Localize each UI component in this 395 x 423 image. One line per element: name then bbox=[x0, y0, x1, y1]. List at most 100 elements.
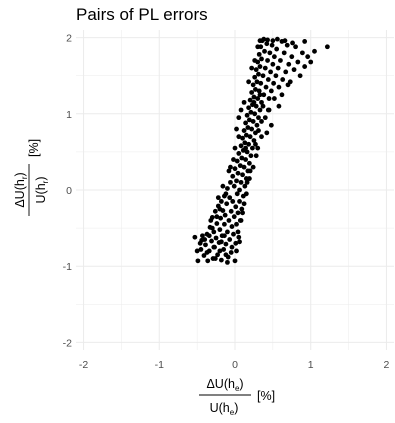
scatter-point bbox=[257, 38, 263, 44]
scatter-point bbox=[270, 38, 276, 44]
scatter-point bbox=[241, 128, 247, 133]
scatter-point bbox=[280, 77, 286, 82]
scatter-point bbox=[228, 179, 233, 185]
scatter-point bbox=[218, 199, 224, 204]
scatter-point bbox=[226, 218, 232, 223]
scatter-point bbox=[259, 134, 264, 140]
scatter-point bbox=[240, 135, 245, 141]
scatter-point bbox=[235, 170, 241, 176]
scatter-point bbox=[235, 210, 241, 216]
scatter-point bbox=[221, 247, 227, 252]
scatter-point bbox=[238, 107, 244, 113]
scatter-point bbox=[238, 218, 244, 223]
scatter-point bbox=[232, 166, 238, 172]
x-axis-label-numerator: ΔU(he) bbox=[206, 377, 243, 393]
scatter-point bbox=[297, 73, 303, 79]
scatter-point bbox=[194, 248, 200, 254]
scatter-point bbox=[234, 178, 239, 184]
scatter-point bbox=[214, 214, 220, 220]
scatter-point bbox=[204, 250, 210, 255]
scatter-point bbox=[243, 191, 249, 197]
scatter-point bbox=[256, 115, 261, 121]
scatter-point bbox=[249, 126, 255, 132]
scatter-point bbox=[250, 119, 256, 124]
scatter-point bbox=[218, 215, 224, 221]
scatter-point bbox=[243, 145, 249, 151]
x-tick-label: -1 bbox=[155, 359, 164, 371]
scatter-point bbox=[250, 82, 256, 88]
scatter-point bbox=[274, 46, 280, 52]
scatter-point bbox=[256, 88, 262, 94]
scatter-point bbox=[248, 109, 254, 115]
scatter-point bbox=[263, 84, 269, 90]
y-axis-label-unit: [%] bbox=[27, 139, 41, 157]
scatter-point bbox=[250, 145, 255, 151]
x-tick-label: 0 bbox=[232, 359, 238, 371]
scatter-point bbox=[237, 239, 242, 245]
scatter-point bbox=[251, 138, 257, 143]
scatter-point bbox=[265, 58, 270, 63]
scatter-point bbox=[229, 244, 235, 250]
scatter-point bbox=[237, 187, 242, 193]
scatter-point bbox=[201, 253, 207, 258]
scatter-point bbox=[246, 176, 252, 181]
scatter-point bbox=[305, 54, 311, 60]
scatter-point bbox=[255, 145, 261, 151]
scatter-point bbox=[242, 183, 248, 189]
scatter-point bbox=[285, 82, 291, 88]
scatter-point bbox=[312, 48, 317, 54]
scatter-point bbox=[226, 168, 232, 174]
scatter-point bbox=[209, 225, 215, 231]
scatter-point bbox=[214, 221, 220, 226]
scatter-point bbox=[265, 77, 271, 82]
scatter-point bbox=[236, 134, 242, 140]
gridlines bbox=[76, 30, 394, 350]
scatter-point bbox=[233, 204, 239, 210]
scatter-point bbox=[257, 64, 263, 69]
scatter-point bbox=[251, 94, 257, 100]
scatter-point bbox=[195, 258, 201, 264]
y-tick-label: 2 bbox=[66, 33, 72, 45]
scatter-point bbox=[260, 73, 266, 79]
y-axis-label-numerator: ΔU(hr) bbox=[13, 172, 29, 207]
scatter-point bbox=[246, 160, 252, 166]
scatter-point bbox=[211, 229, 217, 235]
scatter-point bbox=[270, 61, 276, 67]
scatter-point bbox=[240, 210, 245, 216]
scatter-point bbox=[283, 69, 289, 75]
scatter-point bbox=[291, 67, 297, 73]
scatter-point bbox=[253, 67, 259, 73]
scatter-point bbox=[222, 212, 228, 218]
x-tick-label: 2 bbox=[384, 359, 390, 371]
scatter-point bbox=[247, 168, 253, 174]
scatter-point bbox=[236, 234, 242, 240]
scatter-point bbox=[245, 125, 251, 130]
scatter-point bbox=[231, 231, 236, 237]
scatter-point bbox=[286, 61, 292, 67]
y-axis-ticks: -2 -1 0 1 2 bbox=[63, 33, 73, 350]
scatter-point bbox=[271, 80, 277, 86]
scatter-point bbox=[212, 208, 218, 214]
scatter-point bbox=[257, 92, 263, 98]
scatter-point bbox=[237, 163, 243, 169]
scatter-point bbox=[208, 218, 214, 223]
x-tick-label: 1 bbox=[308, 359, 314, 371]
scatter-point bbox=[244, 179, 250, 185]
y-axis-label: ΔU(hr) U(hr) [%] bbox=[13, 139, 50, 216]
scatter-point bbox=[234, 248, 239, 254]
scatter-point bbox=[265, 37, 270, 43]
scatter-point bbox=[222, 221, 227, 227]
scatter-points bbox=[192, 36, 330, 265]
scatter-point bbox=[262, 115, 268, 121]
scatter-point bbox=[229, 224, 235, 229]
scatter-point bbox=[218, 257, 224, 263]
scatter-point bbox=[231, 183, 237, 189]
scatter-point bbox=[264, 41, 270, 47]
scatter-point bbox=[276, 84, 282, 90]
scatter-point bbox=[238, 179, 244, 185]
scatter-point bbox=[267, 50, 273, 56]
scatter-point bbox=[255, 96, 261, 101]
scatter-point bbox=[290, 40, 295, 46]
scatter-point bbox=[259, 56, 264, 62]
